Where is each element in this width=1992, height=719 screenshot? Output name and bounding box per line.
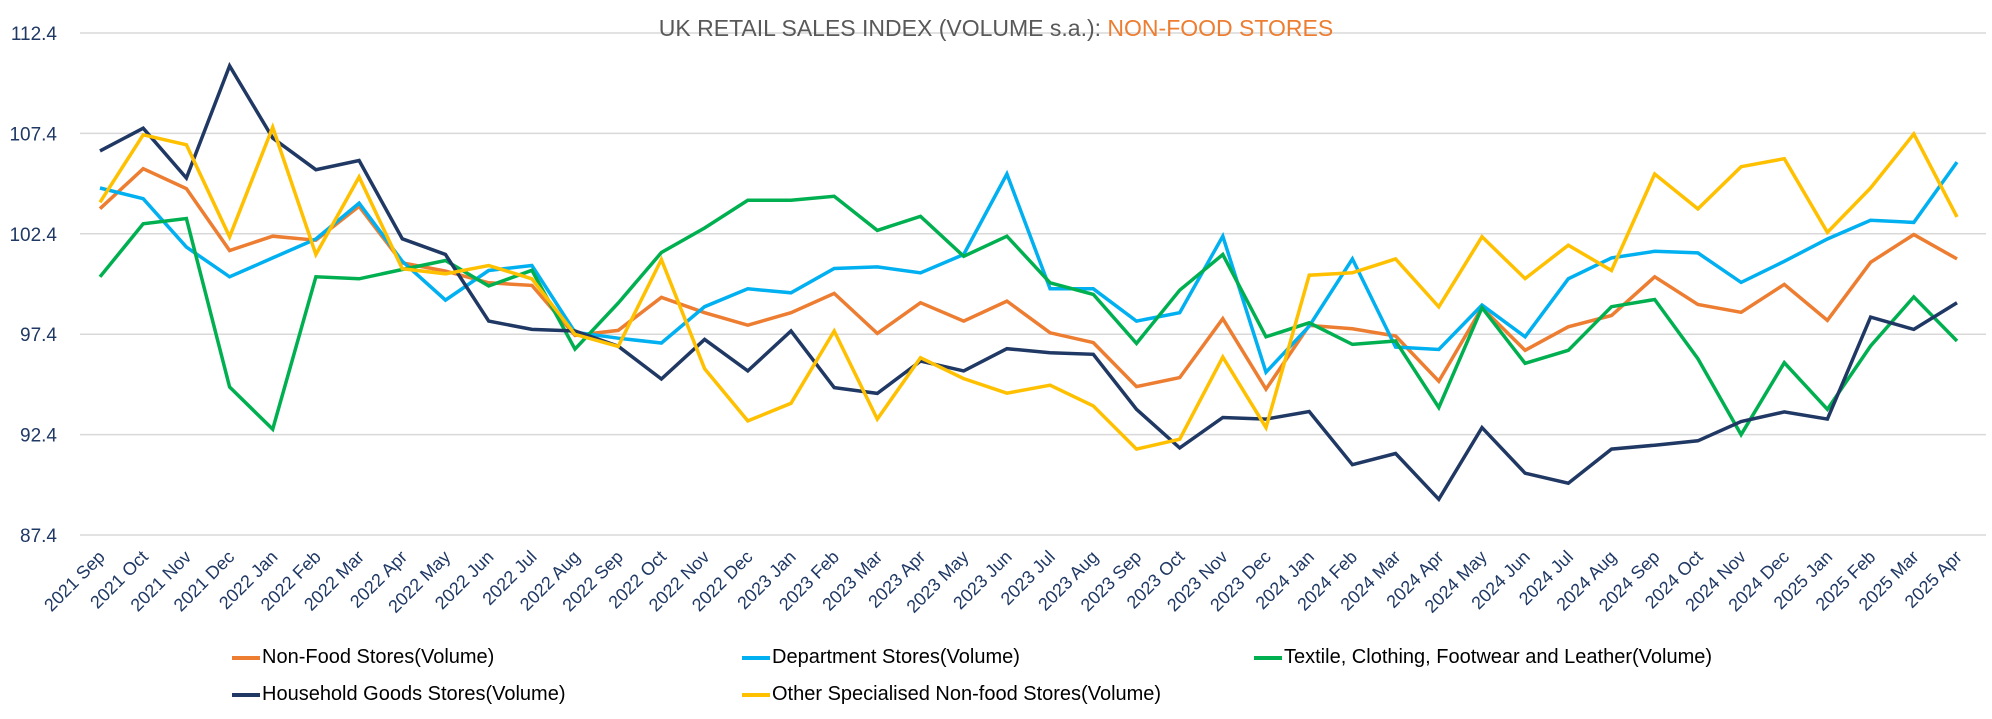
y-tick-label: 97.4 [20,325,57,346]
y-axis: 87.4 92.4 97.4 102.4 107.4 112.4 [9,24,57,547]
legend-swatch-textile [1254,655,1282,660]
series-line-household-goods-stores-volume [99,61,1958,503]
legend-swatch-non-food [232,655,260,660]
legend-item-household[interactable]: Household Goods Stores(Volume) [232,683,566,706]
legend-label: Textile, Clothing, Footwear and Leather(… [1284,646,1713,668]
legend-label: Department Stores(Volume) [772,646,1020,668]
chart-title-main: UK RETAIL SALES INDEX (VOLUME s.a.): [659,15,1108,41]
y-tick-label: 112.4 [11,24,58,45]
series-line-non-food-stores-volume [98,166,1958,393]
y-tick-label: 92.4 [20,426,57,447]
series-lines [98,61,1959,503]
y-tick-label: 102.4 [9,225,57,246]
legend-item-non-food[interactable]: Non-Food Stores(Volume) [232,646,494,669]
legend-item-department[interactable]: Department Stores(Volume) [742,646,1020,669]
chart-title: UK RETAIL SALES INDEX (VOLUME s.a.): NON… [659,15,1333,41]
y-tick-label: 107.4 [9,124,57,145]
y-tick-label: 87.4 [20,526,57,547]
legend-swatch-department [742,655,770,660]
legend-label: Other Specialised Non-food Stores(Volume… [772,683,1162,705]
chart-title-accent: NON-FOOD STORES [1107,15,1333,41]
legend-swatch-other-specialised [742,692,770,697]
legend-label: Non-Food Stores(Volume) [262,646,495,668]
legend-label: Household Goods Stores(Volume) [262,683,566,705]
series-line-other-specialised-non-food-stores-volume [98,122,1959,452]
legend-item-textile[interactable]: Textile, Clothing, Footwear and Leather(… [1254,646,1712,669]
legend-item-other-specialised[interactable]: Other Specialised Non-food Stores(Volume… [742,683,1161,706]
legend-swatch-household [232,692,260,697]
gridlines [80,32,1986,536]
